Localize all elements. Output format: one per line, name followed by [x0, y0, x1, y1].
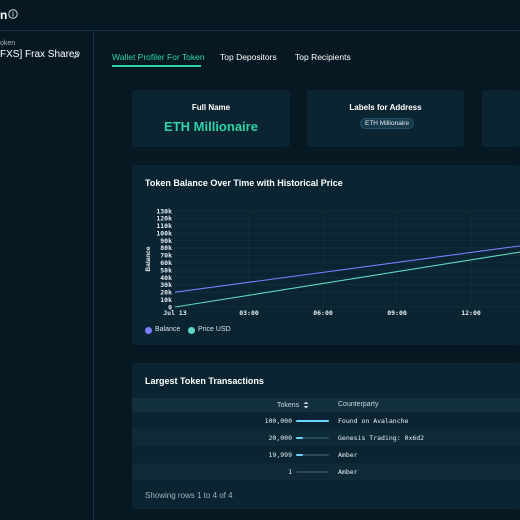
x-tick-label: 09:00 [387, 309, 407, 317]
table-row[interactable]: 19,999 Amber [132, 446, 520, 463]
y-tick-label: 30k [160, 281, 172, 289]
tokens-bar [296, 471, 329, 473]
y-tick-label: 50k [160, 266, 172, 274]
y-tick-label: 20k [160, 289, 172, 297]
tokens-cell: 19,999 [268, 451, 292, 459]
labels-heading: Labels for Address [349, 103, 422, 112]
tab-top-recipients[interactable]: Top Recipients [295, 52, 351, 62]
transactions-title: Largest Token Transactions [145, 376, 264, 386]
x-tick-label: 12:00 [461, 309, 481, 317]
tokens-cell: 100,000 [264, 417, 292, 425]
info-icon[interactable] [8, 9, 18, 19]
table-row[interactable]: 100,000 Found on Avalanche [132, 412, 520, 429]
y-tick-label: 10k [160, 296, 172, 304]
token-name: FXS] Frax Shares [0, 49, 80, 60]
tokens-bar [296, 454, 329, 456]
y-tick-label: 60k [160, 259, 172, 267]
transactions-card: Largest Token Transactions Tokens Counte… [132, 363, 520, 509]
x-tick-label: 03:00 [239, 309, 259, 317]
counterparty-cell: Amber [338, 451, 358, 459]
y-tick-label: 120k [156, 215, 172, 223]
y-tick-label: 90k [160, 237, 172, 245]
y-tick-label: 100k [156, 229, 172, 237]
left-panel [0, 31, 94, 520]
x-tick-label: 06:00 [313, 309, 333, 317]
active-tab-indicator [112, 65, 201, 67]
full-name-value: ETH Millionaire [164, 119, 258, 134]
tab-wallet-profiler[interactable]: Wallet Profiler For Token [112, 52, 205, 62]
tokens-column-header[interactable]: Tokens [277, 401, 309, 409]
table-row[interactable]: 1 Amber [132, 463, 520, 480]
page-title: n [0, 8, 8, 22]
x-tick-label: Jul 13 [163, 309, 187, 317]
full-name-card: Full Name ETH Millionaire [132, 90, 290, 147]
legend-price-label: Price USD [198, 326, 231, 333]
sort-icon[interactable] [303, 401, 309, 409]
counterparty-cell: Genesis Trading: 0x6d2 [338, 434, 425, 442]
counterparty-column-header[interactable]: Counterparty [338, 401, 379, 408]
series-line-price-usd [174, 251, 520, 308]
counterparty-cell: Found on Avalanche [338, 417, 409, 425]
full-name-heading: Full Name [191, 103, 231, 112]
token-label: oken [0, 40, 16, 47]
y-tick-label: 70k [160, 252, 172, 260]
table-row[interactable]: 20,000 Genesis Trading: 0x6d2 [132, 429, 520, 446]
tokens-bar [296, 420, 329, 422]
y-tick-label: 130k [156, 207, 172, 215]
top-bar: n [0, 0, 520, 31]
tokens-cell: 20,000 [268, 434, 292, 442]
pencil-icon[interactable] [73, 51, 81, 59]
pagination-status: Showing rows 1 to 4 of 4 [145, 491, 233, 500]
legend-price-dot [188, 327, 195, 334]
tokens-cell: 1 [288, 468, 292, 476]
tokens-column-label: Tokens [277, 401, 300, 409]
label-tag: ETH Millionaire [360, 118, 415, 129]
counterparty-cell: Amber [338, 468, 358, 476]
y-tick-label: 0 [168, 303, 172, 311]
y-tick-label: 80k [160, 244, 172, 252]
chart-title: Token Balance Over Time with Historical … [145, 178, 343, 188]
legend-balance-label: Balance [155, 326, 181, 333]
y-axis-label: Balance [145, 246, 152, 271]
series-line-balance [174, 245, 520, 293]
table-header [132, 398, 520, 412]
balance-chart: 010k20k30k40k50k60k70k80k90k100k110k120k… [145, 207, 520, 317]
labels-card: Labels for Address ETH Millionaire [307, 90, 464, 147]
y-tick-label: 40k [160, 274, 172, 282]
tab-top-depositors[interactable]: Top Depositors [220, 52, 277, 62]
extra-card [482, 90, 520, 147]
legend-balance-dot [145, 327, 152, 334]
y-tick-label: 110k [156, 222, 172, 230]
tokens-bar [296, 437, 329, 439]
balance-chart-card: Token Balance Over Time with Historical … [132, 165, 520, 345]
